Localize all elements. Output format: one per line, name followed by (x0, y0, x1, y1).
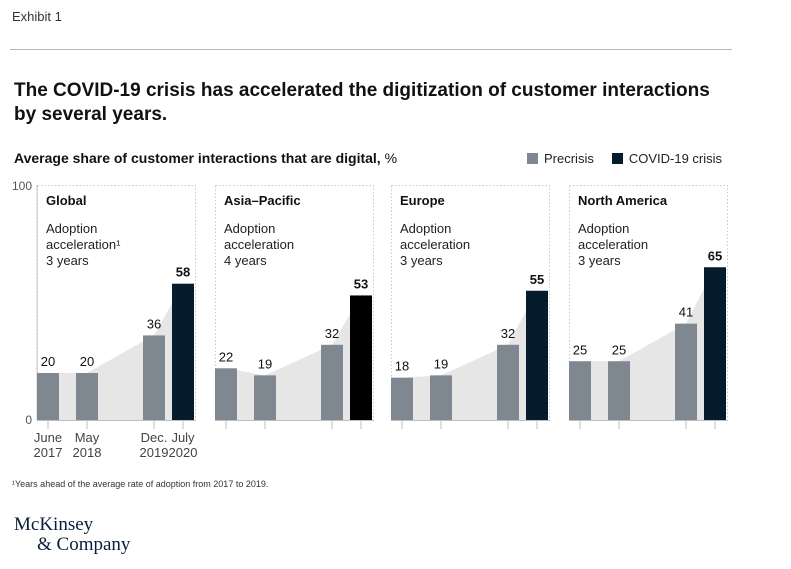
bar-north-america-1 (608, 361, 630, 420)
panel-frame-asia-pacific (215, 185, 374, 421)
value-label-europe-0: 18 (395, 359, 409, 374)
panel-note-europe-1: acceleration (400, 237, 470, 252)
panel-note-north-america-0: Adoption (578, 221, 629, 236)
panel-note-global-1: acceleration¹ (46, 237, 121, 252)
value-label-north-america-0: 25 (573, 342, 587, 357)
panel-note-global-2: 3 years (46, 253, 89, 268)
value-label-asia-pacific-2: 32 (325, 326, 339, 341)
value-label-europe-1: 19 (434, 356, 448, 371)
value-label-global-2: 36 (147, 316, 161, 331)
legend-swatch-precrisis (527, 153, 538, 164)
value-label-asia-pacific-1: 19 (258, 356, 272, 371)
bar-global-3 (172, 283, 194, 420)
value-label-asia-pacific-3: 53 (354, 276, 368, 291)
header-divider (10, 49, 732, 50)
mckinsey-logo: McKinsey & Company (14, 515, 130, 555)
value-label-asia-pacific-0: 22 (219, 349, 233, 364)
bar-north-america-2 (675, 323, 697, 420)
x-category-label-3-0: July (171, 430, 195, 445)
bar-asia-pacific-1 (254, 375, 276, 420)
bar-global-1 (76, 373, 98, 420)
chart-title: The COVID-19 crisis has accelerated the … (14, 80, 710, 125)
bar-asia-pacific-2 (321, 344, 343, 420)
bar-global-0 (37, 373, 59, 420)
value-label-global-1: 20 (80, 354, 94, 369)
value-label-north-america-1: 25 (612, 342, 626, 357)
panel-frame-global (37, 185, 196, 421)
x-category-label-0-0: June (34, 430, 62, 445)
panel-note-north-america-2: 3 years (578, 253, 621, 268)
value-label-north-america-2: 41 (679, 305, 693, 320)
x-category-label-1-0: May (75, 430, 100, 445)
legend-swatch-covid (611, 153, 623, 164)
panel-frame-europe (391, 185, 550, 421)
value-label-global-0: 20 (41, 354, 55, 369)
y-tick-label-100: 100 (12, 179, 32, 193)
subtitle-text: Average share of customer interactions t… (14, 150, 381, 166)
value-label-global-3: 58 (176, 265, 190, 280)
bar-europe-1 (430, 375, 452, 420)
value-label-europe-2: 32 (501, 326, 515, 341)
legend-item-precrisis: Precrisis (527, 151, 594, 166)
value-label-europe-3: 55 (530, 272, 544, 287)
bar-europe-2 (497, 344, 519, 420)
legend-label-precrisis: Precrisis (544, 151, 594, 166)
panel-title-europe: Europe (400, 193, 445, 208)
logo-line-2: & Company (37, 534, 131, 555)
bar-asia-pacific-3 (350, 295, 372, 420)
subtitle-unit: % (384, 150, 398, 166)
logo-line-1: McKinsey (14, 514, 94, 535)
panel-title-north-america: North America (578, 193, 668, 208)
panel-note-asia-pacific-1: acceleration (224, 237, 294, 252)
legend-item-covid: COVID-19 crisis (611, 151, 723, 166)
footnote: ¹Years ahead of the average rate of adop… (12, 479, 269, 489)
x-category-label-1-1: 2018 (73, 445, 102, 460)
legend-label-covid: COVID-19 crisis (628, 151, 723, 166)
bar-europe-0 (391, 377, 413, 420)
y-tick-label-0: 0 (25, 413, 32, 427)
bar-europe-3 (526, 290, 548, 420)
exhibit-label: Exhibit 1 (12, 9, 62, 24)
panel-note-asia-pacific-0: Adoption (224, 221, 275, 236)
panel-title-global: Global (46, 193, 86, 208)
value-label-north-america-3: 65 (708, 248, 722, 263)
bar-global-2 (143, 335, 165, 420)
bar-north-america-0 (569, 361, 591, 420)
panel-note-global-0: Adoption (46, 221, 97, 236)
chart-subtitle: Average share of customer interactions t… (14, 150, 397, 166)
bar-asia-pacific-0 (215, 368, 237, 420)
panel-title-asia-pacific: Asia–Pacific (224, 193, 301, 208)
x-category-label-3-1: 2020 (169, 445, 198, 460)
panel-note-asia-pacific-2: 4 years (224, 253, 267, 268)
panel-note-north-america-1: acceleration (578, 237, 648, 252)
x-category-label-2-0: Dec. (141, 430, 168, 445)
legend: Precrisis COVID-19 crisis (527, 151, 740, 166)
panel-note-europe-0: Adoption (400, 221, 451, 236)
bar-north-america-3 (704, 267, 726, 420)
panel-frame-north-america (569, 185, 728, 421)
x-category-label-0-1: 2017 (34, 445, 63, 460)
x-category-label-2-1: 2019 (140, 445, 169, 460)
panel-note-europe-2: 3 years (400, 253, 443, 268)
